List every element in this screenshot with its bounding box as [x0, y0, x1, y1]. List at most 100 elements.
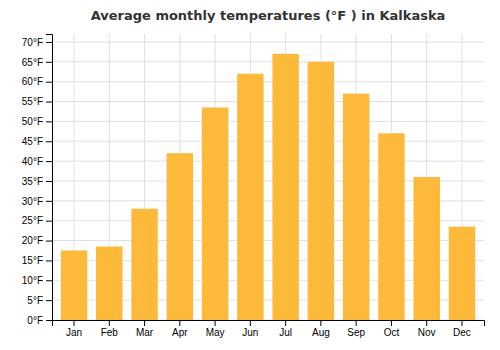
grid-line [52, 81, 484, 82]
x-tick-label: Jun [242, 327, 258, 338]
y-tick: 45°F [22, 136, 52, 147]
y-tick-mark [46, 201, 52, 202]
bar [131, 209, 157, 320]
y-tick-mark [46, 280, 52, 281]
y-tick: 70°F [22, 37, 52, 48]
grid [52, 34, 484, 320]
y-tick: 50°F [22, 116, 52, 127]
y-tick-mark [46, 102, 52, 103]
y-tick-mark [46, 241, 52, 242]
y-tick-label: 5°F [27, 295, 43, 306]
bar [167, 153, 193, 320]
y-tick-label: 45°F [22, 136, 43, 147]
grid-line [52, 141, 484, 142]
y-tick-label: 35°F [22, 176, 43, 187]
y-tick-mark [46, 300, 52, 301]
x-tick: Jul [279, 320, 292, 338]
y-tick-mark [46, 121, 52, 122]
x-tick: Apr [172, 320, 188, 338]
x-tick: Jun [242, 320, 258, 338]
y-tick: 40°F [22, 156, 52, 167]
x-tick: Jan [66, 320, 82, 338]
x-tick-mark [356, 320, 357, 326]
bar [61, 250, 87, 320]
y-tick-label: 65°F [22, 57, 43, 68]
x-tick: Feb [101, 320, 119, 338]
x-tick-label: Oct [384, 327, 400, 338]
x-tick-label: Feb [101, 327, 119, 338]
y-tick: 65°F [22, 57, 52, 68]
grid-line [52, 161, 484, 162]
plot: Jan Feb Mar Apr May Jun Jul Aug Sep Oct Nov Dec 0°F 5… [22, 34, 485, 338]
y-tick: 25°F [22, 215, 52, 226]
y-tick-mark [46, 161, 52, 162]
x-tick: Nov [418, 320, 436, 338]
x-tick-mark [285, 320, 286, 326]
x-tick-mark [109, 320, 110, 326]
x-tick-mark [391, 320, 392, 326]
x-tick-mark [320, 320, 321, 326]
x-tick: Oct [384, 320, 400, 338]
y-tick-mark [46, 320, 52, 321]
y-tick-label: 50°F [22, 116, 43, 127]
y-tick-mark [46, 141, 52, 142]
y-tick: 30°F [22, 196, 52, 207]
y-tick-label: 15°F [22, 255, 43, 266]
x-tick-label: Nov [418, 327, 436, 338]
bar [343, 94, 369, 320]
y-tick-mark [46, 260, 52, 261]
x-tick-label: Dec [453, 327, 471, 338]
x-tick: May [206, 320, 225, 338]
y-axis-line [46, 35, 53, 321]
bar [413, 177, 439, 320]
x-axis-line [53, 321, 485, 327]
y-axis: 0°F 5°F 10°F 15°F 20°F 25°F 30°F 35°F 40°F 45°F 50… [22, 35, 53, 326]
x-tick-mark [426, 320, 427, 326]
y-tick-label: 40°F [22, 156, 43, 167]
y-tick-label: 55°F [22, 96, 43, 107]
y-tick-mark [46, 221, 52, 222]
y-tick: 15°F [22, 255, 52, 266]
grid-line [52, 41, 484, 42]
x-tick-mark [215, 320, 216, 326]
x-axis: Jan Feb Mar Apr May Jun Jul Aug Sep Oct Nov Dec [53, 320, 485, 338]
y-tick-label: 20°F [22, 235, 43, 246]
x-tick: Sep [347, 320, 365, 338]
x-tick-label: Jan [66, 327, 82, 338]
x-tick-label: Sep [347, 327, 365, 338]
y-tick-label: 60°F [22, 76, 43, 87]
y-tick-label: 25°F [22, 215, 43, 226]
y-tick-mark [46, 42, 52, 43]
x-tick-label: Apr [172, 327, 188, 338]
x-tick-mark [250, 320, 251, 326]
y-tick: 35°F [22, 176, 52, 187]
bar [378, 133, 404, 320]
x-tick: Mar [136, 320, 154, 338]
bar [96, 247, 122, 320]
bar [272, 54, 298, 320]
y-tick: 60°F [22, 76, 52, 87]
x-tick-mark [179, 320, 180, 326]
chart: Jan Feb Mar Apr May Jun Jul Aug Sep Oct Nov Dec 0°F 5… [0, 0, 500, 350]
y-tick-label: 10°F [22, 275, 43, 286]
y-tick: 20°F [22, 235, 52, 246]
x-tick-mark [144, 320, 145, 326]
grid-line [52, 101, 484, 102]
y-tick-mark [46, 181, 52, 182]
x-tick-label: May [206, 327, 225, 338]
bar [308, 62, 334, 320]
x-tick-label: Mar [136, 327, 154, 338]
y-tick-label: 0°F [27, 315, 43, 326]
grid-line [52, 121, 484, 122]
y-tick: 5°F [27, 295, 52, 306]
y-tick: 10°F [22, 275, 52, 286]
y-tick: 0°F [27, 315, 52, 326]
title: Average monthly temperatures (°F ) in Ka… [91, 8, 446, 23]
bars [61, 54, 475, 320]
x-tick-mark [461, 320, 462, 326]
y-tick-label: 30°F [22, 196, 43, 207]
y-tick-label: 70°F [22, 37, 43, 48]
x-tick: Aug [312, 320, 330, 338]
x-tick-mark [74, 320, 75, 326]
x-tick-label: Aug [312, 327, 330, 338]
